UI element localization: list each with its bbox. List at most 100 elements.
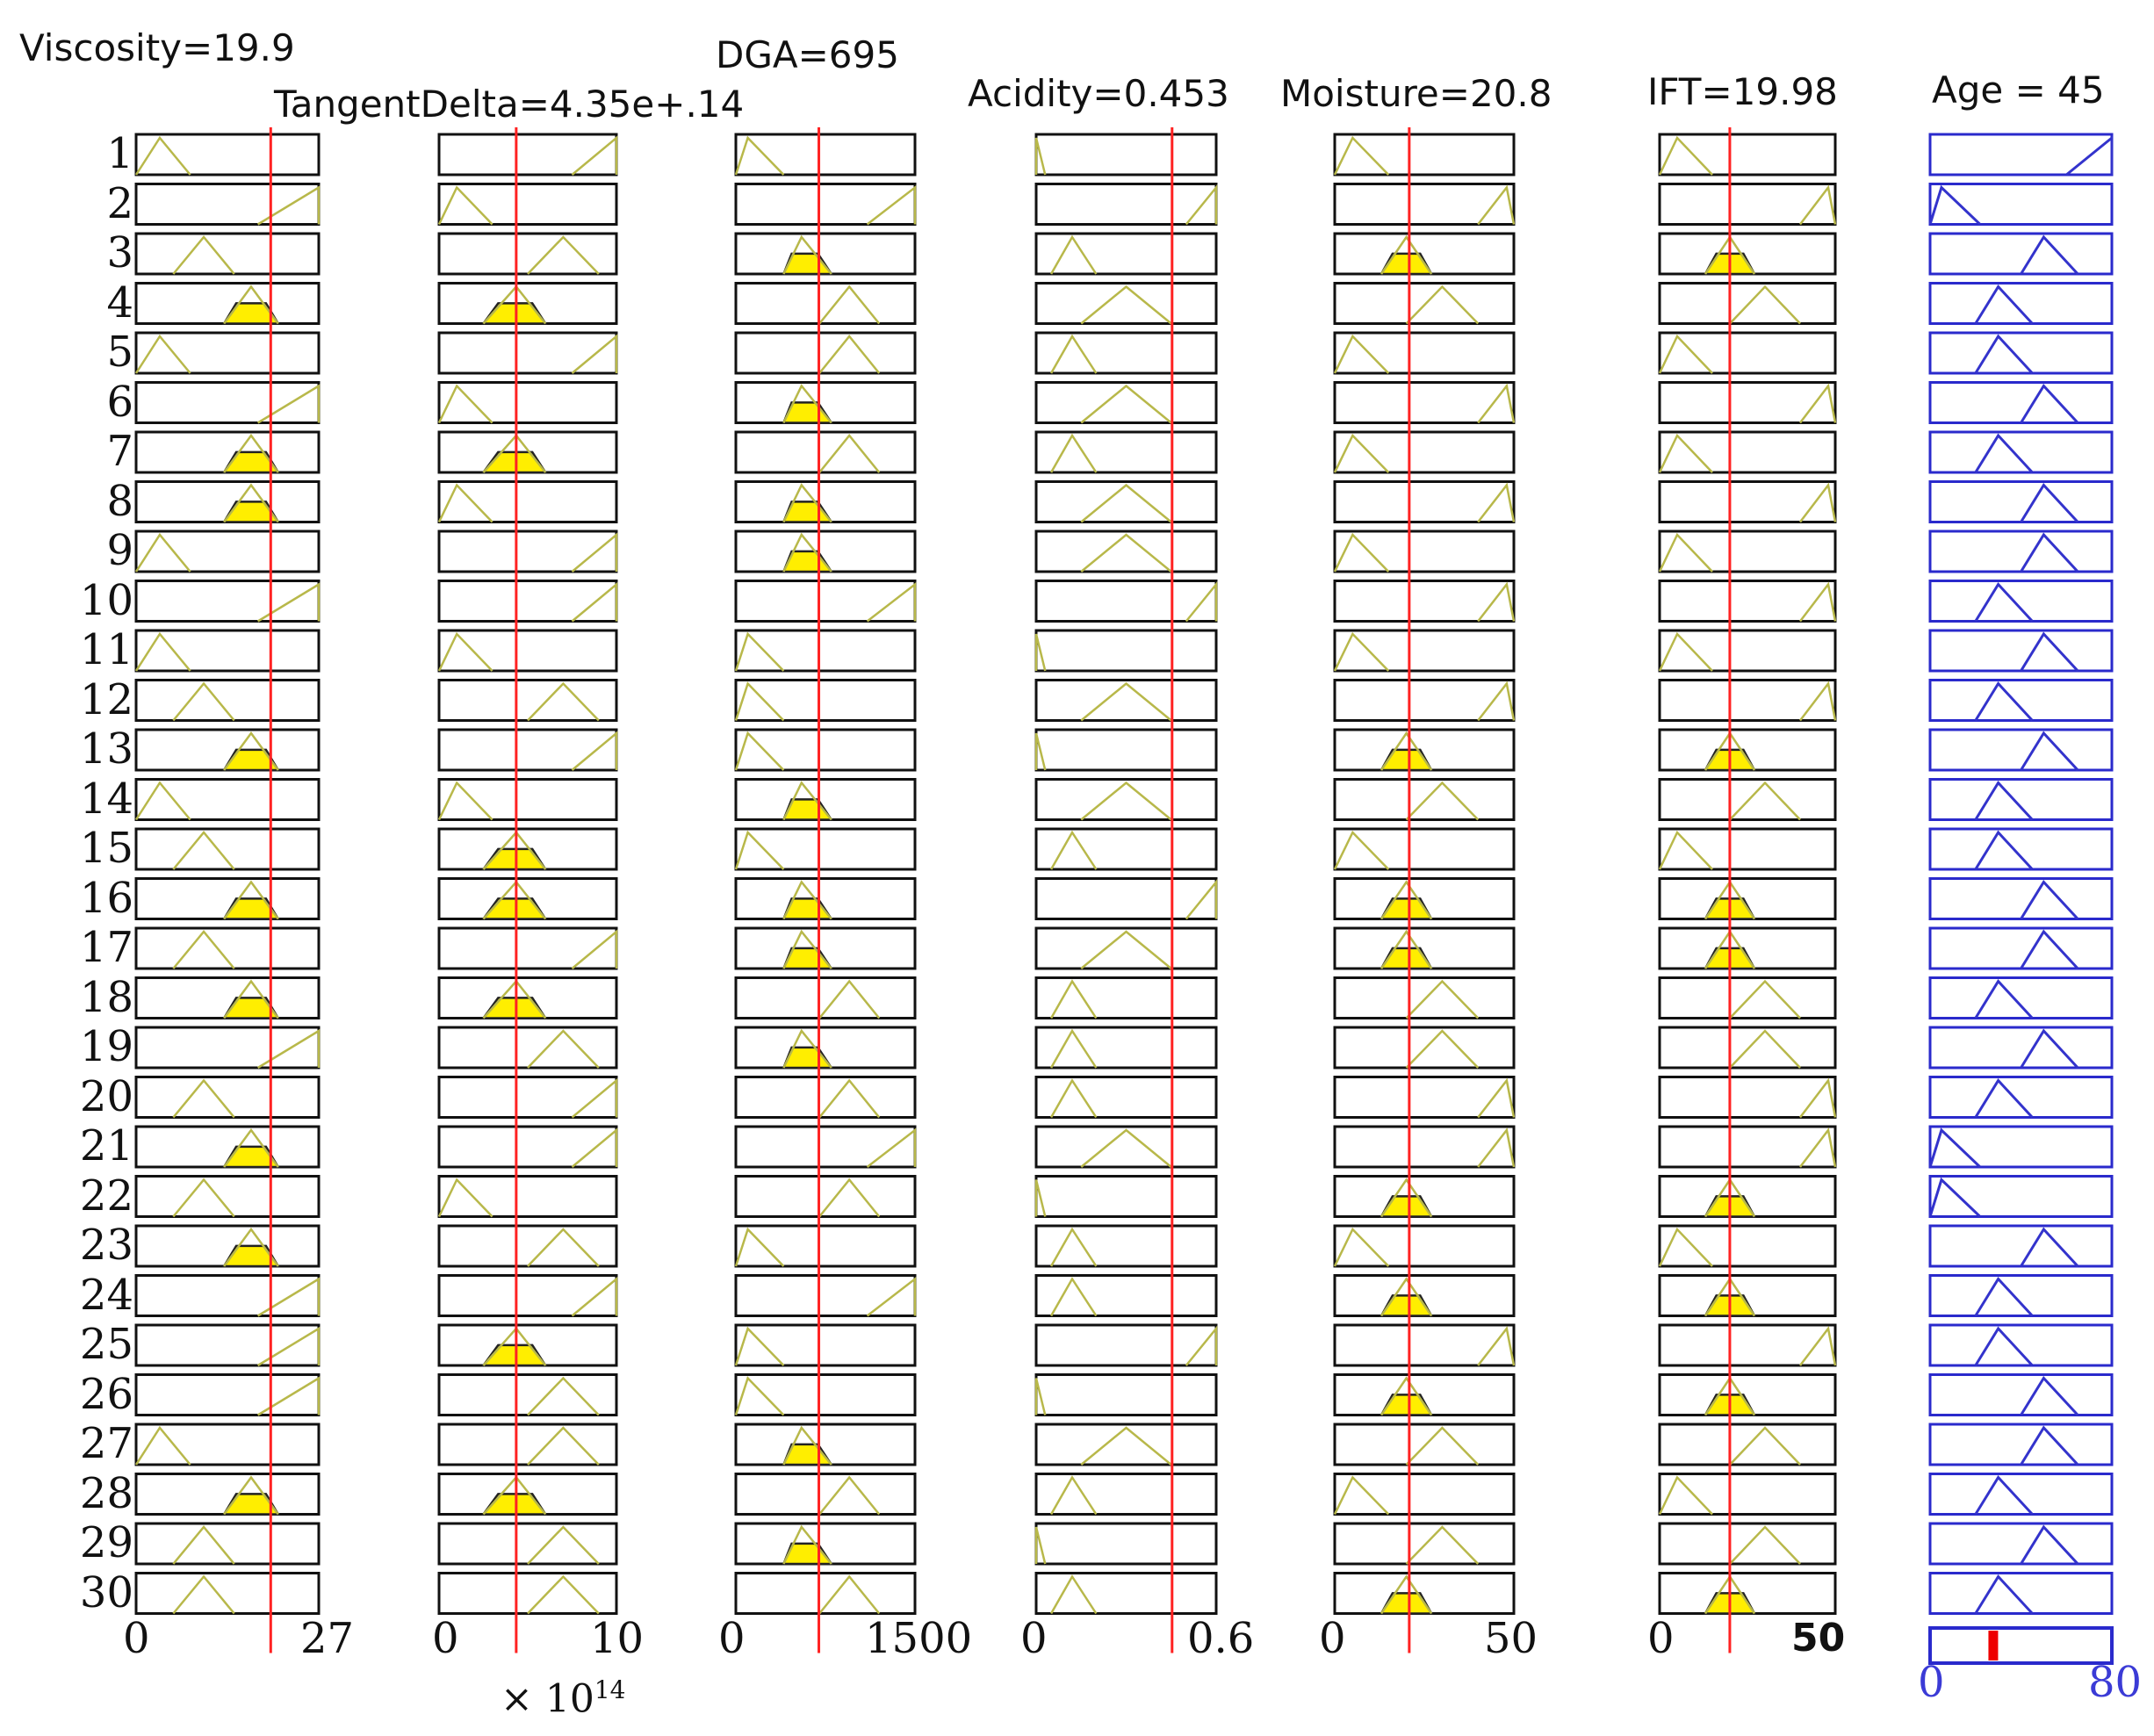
rule-cell-box	[734, 133, 917, 176]
input-mf-line	[1080, 930, 1172, 969]
output-mf-line	[2020, 1227, 2079, 1268]
input-mf-line	[257, 185, 321, 226]
output-mf-line	[2020, 483, 2079, 523]
input-mf-line	[1049, 979, 1098, 1019]
input-mf-line	[1333, 532, 1390, 573]
rule-cell-box	[1034, 331, 1218, 375]
rule-cell-box	[1333, 1026, 1516, 1070]
input-mf-line	[1080, 781, 1172, 821]
rule-cell-box	[134, 183, 321, 226]
rule-cell-box	[1928, 827, 2114, 871]
rule-cell-box	[1928, 926, 2114, 970]
output-mf-line	[1974, 1078, 2034, 1119]
ift-axis-min: 0	[1647, 1614, 1675, 1663]
input-mf-line	[1080, 1426, 1172, 1466]
input-mf-line	[223, 880, 279, 920]
input-mf-line	[734, 830, 785, 870]
input-mf-line	[1799, 681, 1837, 722]
rule-cell-box	[1928, 381, 2114, 424]
rule-cell-box	[134, 1274, 321, 1317]
tangent-delta-axis-min: 0	[432, 1614, 459, 1663]
ift-axis-max: 50	[1791, 1616, 1846, 1660]
fired-mf-fill	[1379, 1592, 1434, 1615]
rule-cell-box	[1333, 282, 1516, 325]
rule-cell-box	[1658, 1473, 1837, 1516]
fired-mf-fill	[221, 501, 280, 523]
rule-cell-box	[1333, 331, 1516, 375]
rule-cell-box	[134, 679, 321, 722]
fired-mf-fill	[221, 748, 280, 772]
rule-cell-box	[134, 926, 321, 970]
output-mf-line	[1974, 681, 2034, 722]
output-mf-line	[2020, 532, 2079, 573]
rule-number: 15	[79, 824, 133, 873]
rule-cell-box	[1034, 679, 1218, 722]
rule-cell-box	[1034, 1076, 1218, 1119]
rule-cell-box	[1928, 1076, 2114, 1119]
input-mf-line	[1729, 1029, 1801, 1069]
rule-cell-box	[1658, 529, 1837, 573]
input-mf-line	[866, 184, 917, 226]
rule-cell-box	[1034, 282, 1218, 325]
input-mf-line	[1185, 580, 1218, 623]
input-mf-line	[1477, 1077, 1516, 1119]
rule-cell-box	[134, 381, 321, 424]
fired-mf-fill	[221, 302, 280, 325]
fired-mf-fill	[1379, 252, 1434, 276]
input-mf-line	[134, 781, 191, 821]
output-mf-line	[1974, 334, 2034, 375]
rule-cell-box	[1034, 381, 1218, 424]
rule-cell-box	[1034, 778, 1218, 821]
input-mf-line	[782, 781, 832, 821]
input-mf-line	[1333, 1227, 1390, 1267]
rule-number: 3	[106, 228, 133, 277]
rule-cell-box	[1658, 381, 1837, 424]
age-header: Age = 45	[1932, 68, 2105, 112]
output-mf-line	[1974, 1574, 2034, 1615]
input-mf-line	[818, 1178, 881, 1218]
rule-cell-box	[1034, 232, 1218, 276]
output-mf-line	[2020, 1425, 2079, 1466]
rule-cell-box	[134, 629, 321, 673]
rule-cell-box	[1658, 133, 1837, 176]
input-mf-line	[818, 434, 881, 473]
rule-cell-box	[1034, 1423, 1218, 1466]
input-mf-line	[571, 929, 618, 969]
rule-cell-box	[1658, 679, 1837, 722]
rule-cell-box	[734, 728, 917, 772]
rule-cell-box	[1658, 1224, 1837, 1268]
rule-cell-box	[1658, 827, 1837, 871]
rule-number: 25	[79, 1320, 133, 1369]
fired-mf-fill	[221, 997, 280, 1019]
rule-cell-box	[1928, 529, 2114, 573]
rule-cell-box	[437, 926, 618, 970]
rule-cell-box	[1658, 1423, 1837, 1466]
acidity-axis-min: 0	[1020, 1614, 1048, 1663]
input-mf-line	[437, 631, 493, 672]
input-mf-line	[1380, 1277, 1433, 1317]
input-mf-line	[172, 1525, 235, 1565]
input-mf-line	[782, 384, 832, 424]
rule-cell-box	[1034, 529, 1218, 573]
input-mf-line	[437, 185, 493, 226]
input-mf-line	[527, 235, 600, 275]
rule-cell-box	[1034, 1175, 1218, 1218]
rule-cell-box	[134, 1175, 321, 1218]
input-mf-line	[223, 1127, 279, 1168]
rule-number: 4	[106, 277, 133, 328]
rule-cell-box	[1333, 679, 1516, 722]
rule-cell-box	[1658, 282, 1837, 325]
input-mf-line	[782, 532, 832, 573]
rule-cell-box	[1034, 1572, 1218, 1615]
output-mf-line	[2020, 1524, 2079, 1566]
input-mf-line	[1405, 979, 1480, 1019]
fired-mf-fill	[1379, 1195, 1434, 1218]
ift-header: IFT=19.98	[1647, 70, 1838, 113]
input-mf-line	[134, 631, 191, 672]
input-mf-line	[734, 1376, 785, 1416]
rule-cell-box	[134, 1423, 321, 1466]
rule-cell-box	[1928, 1373, 2114, 1416]
rule-cell-box	[437, 629, 618, 673]
input-mf-line	[1080, 384, 1172, 424]
